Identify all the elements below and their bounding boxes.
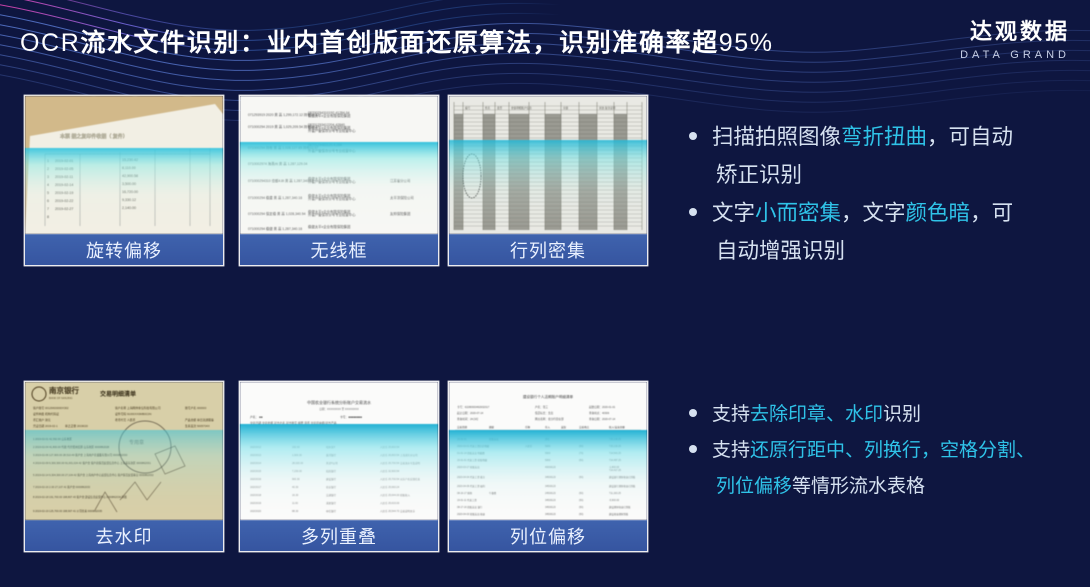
- svg-text:网点名称：省分行营业部: 网点名称：省分行营业部: [535, 417, 564, 421]
- svg-text:币种: 币种: [525, 425, 531, 429]
- svg-text:交易明细清单: 交易明细清单: [100, 390, 136, 398]
- svg-text:姓名: 姓名: [485, 106, 491, 110]
- svg-text:金额明细账户信息: 金额明细账户信息: [511, 106, 532, 110]
- svg-text:中国农业银行系统分析账户交易流水: 中国农业银行系统分析账户交易流水: [307, 399, 371, 405]
- svg-text:单之正章 2019020: 单之正章 2019020: [65, 424, 88, 428]
- svg-text:本票 据之复印件收据（ 复件）: 本票 据之复印件收据（ 复件）: [60, 133, 128, 140]
- svg-text:户名：张三: 户名：张三: [535, 405, 548, 409]
- svg-text:摘要: 摘要: [489, 425, 495, 429]
- svg-text:BANK OF NANJING: BANK OF NANJING: [49, 396, 73, 400]
- svg-text:日期：XXXXXXXX 至 XXXXXXXX: 日期：XXXXXXXX 至 XXXXXXXX: [319, 407, 359, 411]
- svg-text:生系案次 5005704X: 生系案次 5005704X: [185, 424, 210, 428]
- svg-text:起止日期：2020-07-14: 起止日期：2020-07-14: [457, 411, 484, 415]
- svg-text:户名： ■■: 户名： ■■: [250, 415, 263, 419]
- svg-text:产品金额 单日流通理事: 产品金额 单日流通理事: [185, 418, 214, 422]
- svg-text:存入: 存入: [545, 425, 551, 429]
- svg-text:卡号：■■■■■■■■: 卡号：■■■■■■■■: [340, 415, 362, 419]
- svg-text:客户账号 00129600000X302: 客户账号 00129600000X302: [33, 406, 69, 410]
- svg-text:稳健太平x企业有限保险集团: 稳健太平x企业有限保险集团: [308, 113, 351, 118]
- svg-text:老币代号 人民币: 老币代号 人民币: [115, 418, 136, 422]
- svg-text:证件号码 91000XX0MB0C0N: 证件号码 91000XX0MB0C0N: [115, 412, 151, 416]
- svg-text:收入/支出金额: 收入/支出金额: [609, 425, 625, 429]
- svg-text:交易日期: 交易日期: [457, 425, 468, 429]
- svg-text:凭证日期 2019-02-1: 凭证日期 2019-02-1: [33, 424, 58, 428]
- svg-text:编号: 编号: [465, 106, 471, 110]
- svg-text:查询时间：24小时: 查询时间：24小时: [457, 417, 478, 421]
- svg-text:客户名称 上海网仲重信科技有限公司: 客户名称 上海网仲重信科技有限公司: [115, 406, 161, 410]
- svg-text:证件种类 机构代码证: 证件种类 机构代码证: [33, 412, 59, 416]
- svg-text:账号户名 000000: 账号户名 000000: [185, 406, 207, 410]
- svg-text:卡号：62280930492932017: 卡号：62280930492932017: [457, 405, 490, 409]
- svg-text:类型: 类型: [497, 106, 503, 110]
- svg-text:支取: 支取: [561, 425, 567, 429]
- svg-text:建设银行个人活期账户明细清单: 建设银行个人活期账户明细清单: [523, 394, 574, 399]
- svg-text:余额: 余额: [563, 106, 569, 110]
- svg-text:起始日期：2020-01-01: 起始日期：2020-01-01: [589, 405, 616, 409]
- svg-text:状态 备注说明: 状态 备注说明: [599, 106, 616, 110]
- svg-text:外省户管保存分号专业经营中心: 外省户管保存分号专业经营中心: [308, 128, 356, 133]
- svg-text:查询时点：40306: 查询时点：40306: [589, 411, 610, 415]
- svg-text:南京银行: 南京银行: [49, 385, 79, 395]
- svg-text:查询日期：2020-07-14: 查询日期：2020-07-14: [589, 417, 616, 421]
- svg-text:币汇账户 港元: 币汇账户 港元: [33, 418, 51, 422]
- svg-text:交易地点: 交易地点: [579, 425, 590, 429]
- svg-text:借贷标志：支出: 借贷标志：支出: [535, 411, 554, 415]
